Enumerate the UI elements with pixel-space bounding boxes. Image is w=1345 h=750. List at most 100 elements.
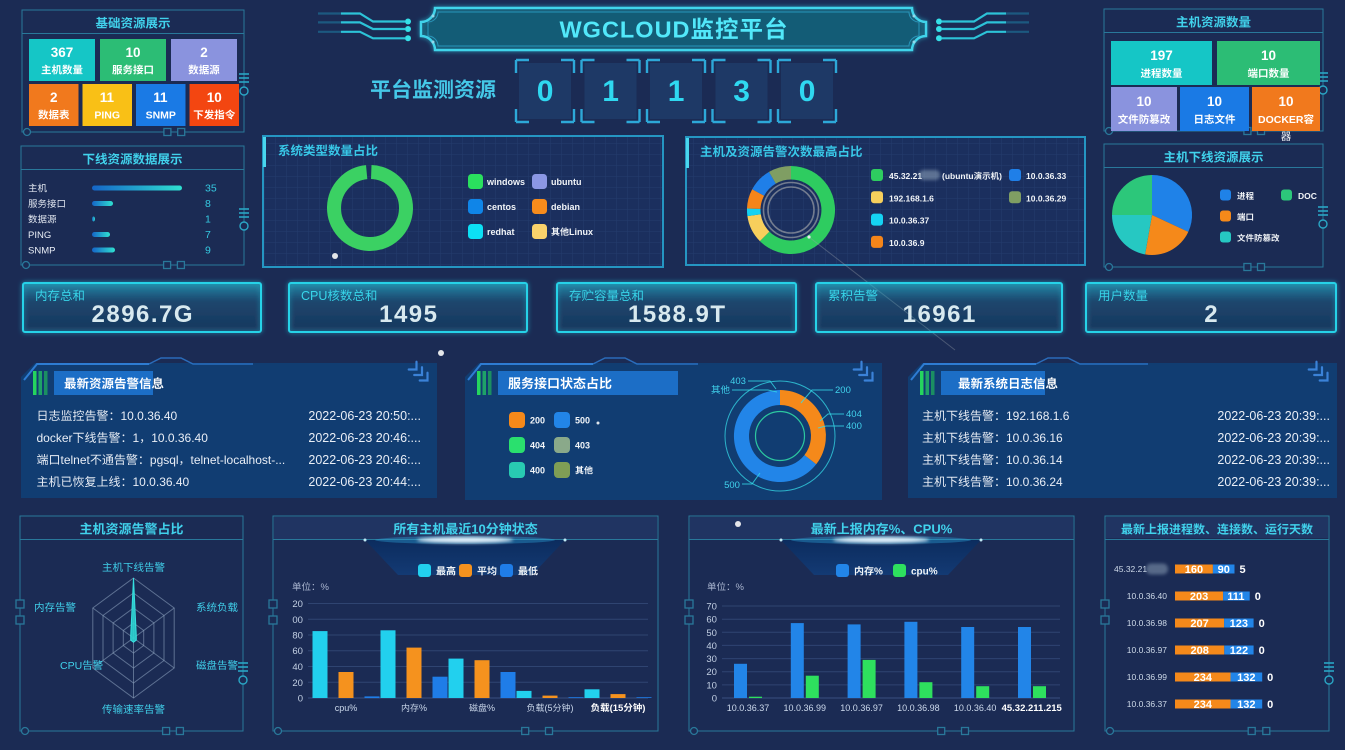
svg-text:0: 0	[1259, 618, 1265, 630]
svg-text:1: 1	[602, 75, 619, 108]
svg-text:35: 35	[205, 183, 217, 195]
svg-text:10.0.36.9: 10.0.36.9	[889, 238, 925, 248]
svg-text:0: 0	[537, 75, 554, 108]
svg-text:SNMP: SNMP	[28, 246, 55, 257]
svg-text:10.0.36.29: 10.0.36.29	[1026, 193, 1066, 203]
svg-text:60: 60	[292, 646, 303, 657]
svg-text:(15: (15	[610, 703, 624, 714]
svg-text:10.0.36.16: 10.0.36.16	[1006, 431, 1063, 445]
svg-text:9: 9	[205, 245, 211, 257]
svg-text:0: 0	[712, 694, 717, 705]
svg-text:8: 8	[205, 198, 211, 210]
svg-text:WGCLOUD: WGCLOUD	[560, 17, 691, 43]
svg-text:00: 00	[292, 615, 303, 626]
svg-text:10.0.36.40: 10.0.36.40	[1127, 591, 1167, 601]
svg-text:10: 10	[1261, 48, 1276, 63]
svg-text:132: 132	[1237, 699, 1255, 711]
svg-text:10: 10	[1137, 94, 1152, 109]
svg-text:45.32.21: 45.32.21	[889, 171, 922, 181]
svg-text:cpu%: cpu%	[335, 703, 358, 713]
svg-text:10: 10	[1279, 94, 1294, 109]
svg-text:20: 20	[706, 667, 717, 678]
svg-text:10.0.36.33: 10.0.36.33	[1026, 171, 1066, 181]
svg-text:10.0.36.14: 10.0.36.14	[1006, 453, 1063, 467]
svg-text:122: 122	[1230, 645, 1248, 657]
svg-text:SNMP: SNMP	[146, 110, 176, 122]
svg-text:2022-06-23 20:46:...: 2022-06-23 20:46:...	[308, 453, 421, 467]
svg-text:10.0.36.24: 10.0.36.24	[1006, 475, 1063, 489]
svg-text:367: 367	[51, 45, 74, 60]
svg-text:2: 2	[50, 90, 58, 105]
svg-text:10: 10	[1207, 94, 1222, 109]
svg-text:1: 1	[205, 214, 211, 226]
svg-text:203: 203	[1190, 591, 1208, 603]
svg-text:10.0.36.40: 10.0.36.40	[151, 431, 208, 445]
svg-text:45.32.211.215: 45.32.211.215	[1002, 703, 1063, 714]
svg-text:30: 30	[706, 654, 717, 665]
svg-text:PING: PING	[28, 230, 51, 241]
svg-text:10: 10	[471, 522, 485, 537]
svg-text:0: 0	[1259, 645, 1265, 657]
svg-text:CPU: CPU	[60, 660, 82, 672]
svg-text:200: 200	[835, 385, 851, 396]
svg-text:10.0.36.37: 10.0.36.37	[727, 703, 770, 713]
svg-text:10.0.36.40: 10.0.36.40	[954, 703, 997, 713]
svg-text:90: 90	[1218, 564, 1230, 576]
svg-text:telnet-localhost-...: telnet-localhost-...	[191, 453, 286, 467]
svg-text:2022-06-23 20:46:...: 2022-06-23 20:46:...	[308, 431, 421, 445]
svg-text:11: 11	[153, 90, 168, 105]
svg-text:40: 40	[292, 662, 303, 673]
svg-text:400: 400	[846, 421, 862, 432]
svg-text:400: 400	[530, 466, 545, 476]
svg-text:10: 10	[706, 680, 717, 691]
svg-text:10.0.36.98: 10.0.36.98	[897, 703, 940, 713]
svg-text:0: 0	[799, 75, 816, 108]
svg-text:10: 10	[126, 45, 141, 60]
svg-text:windows: windows	[486, 177, 525, 187]
svg-text:0: 0	[298, 694, 303, 705]
svg-text:2896.7G: 2896.7G	[92, 301, 195, 328]
svg-text:7: 7	[205, 229, 211, 241]
svg-text:%: %	[889, 522, 901, 537]
svg-text:%: %	[487, 703, 495, 713]
svg-text:60: 60	[706, 615, 717, 626]
svg-text:70: 70	[706, 602, 717, 613]
svg-text:3: 3	[733, 75, 750, 108]
svg-text:50: 50	[706, 628, 717, 639]
svg-text:200: 200	[530, 416, 545, 426]
svg-text:207: 207	[1190, 618, 1208, 630]
svg-text:centos: centos	[487, 202, 516, 212]
svg-text:pgsql: pgsql	[150, 453, 179, 467]
svg-text:2: 2	[1204, 301, 1219, 328]
svg-text:CPU: CPU	[301, 289, 327, 303]
svg-text:docker: docker	[37, 431, 73, 445]
svg-text:123: 123	[1230, 618, 1248, 630]
svg-text:%: %	[419, 703, 427, 713]
svg-text:%: %	[874, 567, 883, 578]
svg-text:197: 197	[1150, 48, 1173, 63]
svg-text:ubuntu: ubuntu	[551, 177, 582, 187]
svg-text:10.0.36.98: 10.0.36.98	[1127, 618, 1167, 628]
svg-text:80: 80	[292, 631, 303, 642]
svg-text:404: 404	[530, 441, 545, 451]
svg-text:500: 500	[575, 416, 590, 426]
svg-text:CPU%: CPU%	[913, 522, 952, 537]
svg-text:0: 0	[1267, 672, 1273, 684]
svg-text:160: 160	[1185, 564, 1203, 576]
svg-text:telnet: telnet	[61, 453, 91, 467]
svg-text:PING: PING	[94, 110, 120, 122]
svg-text:10.0.36.99: 10.0.36.99	[1127, 672, 1167, 682]
svg-text:0: 0	[1267, 699, 1273, 711]
svg-text:2022-06-23 20:44:...: 2022-06-23 20:44:...	[308, 475, 421, 489]
svg-text:111: 111	[1227, 591, 1244, 603]
svg-text:234: 234	[1194, 672, 1213, 684]
svg-text:%: %	[736, 582, 745, 593]
svg-text:10.0.36.40: 10.0.36.40	[133, 475, 190, 489]
svg-text:192.168.1.6: 192.168.1.6	[1006, 409, 1070, 423]
svg-text:40: 40	[706, 641, 717, 652]
svg-text:(ubuntu: (ubuntu	[942, 171, 974, 181]
svg-text:DOC: DOC	[1298, 191, 1317, 201]
svg-text:11: 11	[100, 90, 115, 105]
svg-text:debian: debian	[551, 202, 580, 212]
svg-text:10: 10	[207, 90, 222, 105]
